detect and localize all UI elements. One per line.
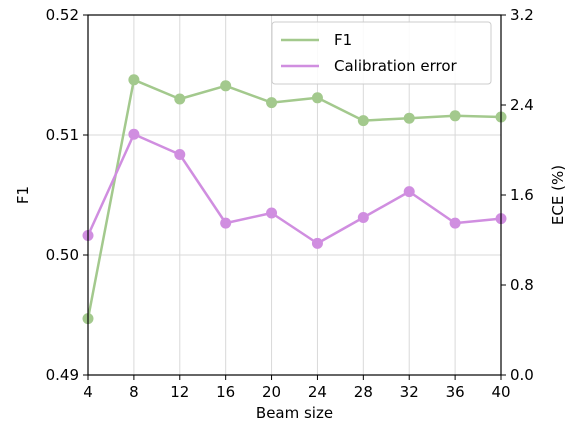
x-tick-label: 40 (491, 383, 510, 401)
y-right-tick-label: 0.8 (510, 276, 534, 294)
x-tick-label: 16 (216, 383, 235, 401)
data-point-f1 (311, 92, 323, 104)
x-tick-label: 36 (446, 383, 465, 401)
data-point-f1 (220, 80, 232, 92)
series-line-f1 (86, 78, 502, 319)
tick-layer: 4 8 12 16 20 24 28 32 36 40 0.49 0.50 0.51 0.52 0.0 0.8… (46, 6, 534, 401)
x-tick-label: 8 (129, 383, 139, 401)
x-tick-label: 32 (400, 383, 419, 401)
legend-label-f1: F1 (334, 31, 352, 49)
data-point-f1 (449, 110, 461, 122)
data-point-calibration-error (128, 128, 140, 140)
data-point-calibration-error (403, 186, 415, 198)
y-right-tick-label: 1.6 (510, 186, 534, 204)
y-right-tick-label: 0.0 (510, 366, 534, 384)
data-point-calibration-error (266, 207, 278, 219)
data-point-f1 (357, 115, 369, 127)
y-axis-right-label: ECE (%) (549, 165, 567, 225)
data-point-f1 (174, 93, 186, 105)
data-point-calibration-error (220, 217, 232, 229)
data-point-calibration-error (311, 237, 323, 249)
legend-label-calibration-error: Calibration error (334, 57, 458, 75)
x-tick-label: 4 (83, 383, 93, 401)
data-point-calibration-error (449, 217, 461, 229)
y-right-tick-label: 2.4 (510, 96, 534, 114)
x-tick-label: 24 (308, 383, 327, 401)
x-tick-label: 20 (262, 383, 281, 401)
x-axis-label: Beam size (256, 404, 333, 422)
y-right-tick-label: 3.2 (510, 6, 534, 24)
y-left-tick-label: 0.49 (46, 366, 79, 384)
x-tick-label: 28 (354, 383, 373, 401)
series-line-calibration-error (86, 133, 502, 245)
data-point-f1 (266, 97, 278, 109)
x-tick-label: 12 (170, 383, 189, 401)
data-point-calibration-error (357, 212, 369, 223)
data-point-calibration-error (174, 149, 186, 160)
y-left-tick-label: 0.52 (46, 6, 79, 24)
legend: F1 Calibration error (271, 21, 492, 85)
y-left-tick-label: 0.51 (46, 126, 79, 144)
data-point-f1 (128, 74, 140, 86)
data-point-f1 (403, 112, 415, 124)
y-axis-left-label: F1 (14, 186, 32, 204)
y-left-tick-label: 0.50 (46, 246, 79, 264)
series-layer (82, 74, 507, 325)
legend-box (271, 21, 492, 85)
